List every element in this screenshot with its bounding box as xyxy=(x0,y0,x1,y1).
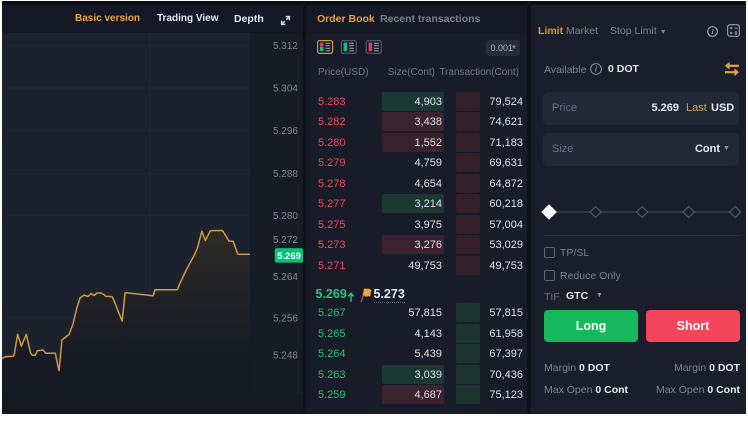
svg-text:5.304: 5.304 xyxy=(273,84,298,95)
svg-text:5.248: 5.248 xyxy=(273,350,298,361)
svg-text:5.288: 5.288 xyxy=(273,169,298,180)
svg-text:i: i xyxy=(711,27,714,36)
svg-text:5.269: 5.269 xyxy=(277,251,301,262)
svg-text:5.280: 5.280 xyxy=(273,211,298,222)
svg-text:5.296: 5.296 xyxy=(273,126,298,137)
svg-text:i: i xyxy=(595,65,598,74)
svg-text:5.264: 5.264 xyxy=(273,272,298,283)
svg-text:5.272: 5.272 xyxy=(273,235,298,246)
svg-text:5.312: 5.312 xyxy=(273,41,298,52)
svg-text:5.256: 5.256 xyxy=(273,314,298,325)
